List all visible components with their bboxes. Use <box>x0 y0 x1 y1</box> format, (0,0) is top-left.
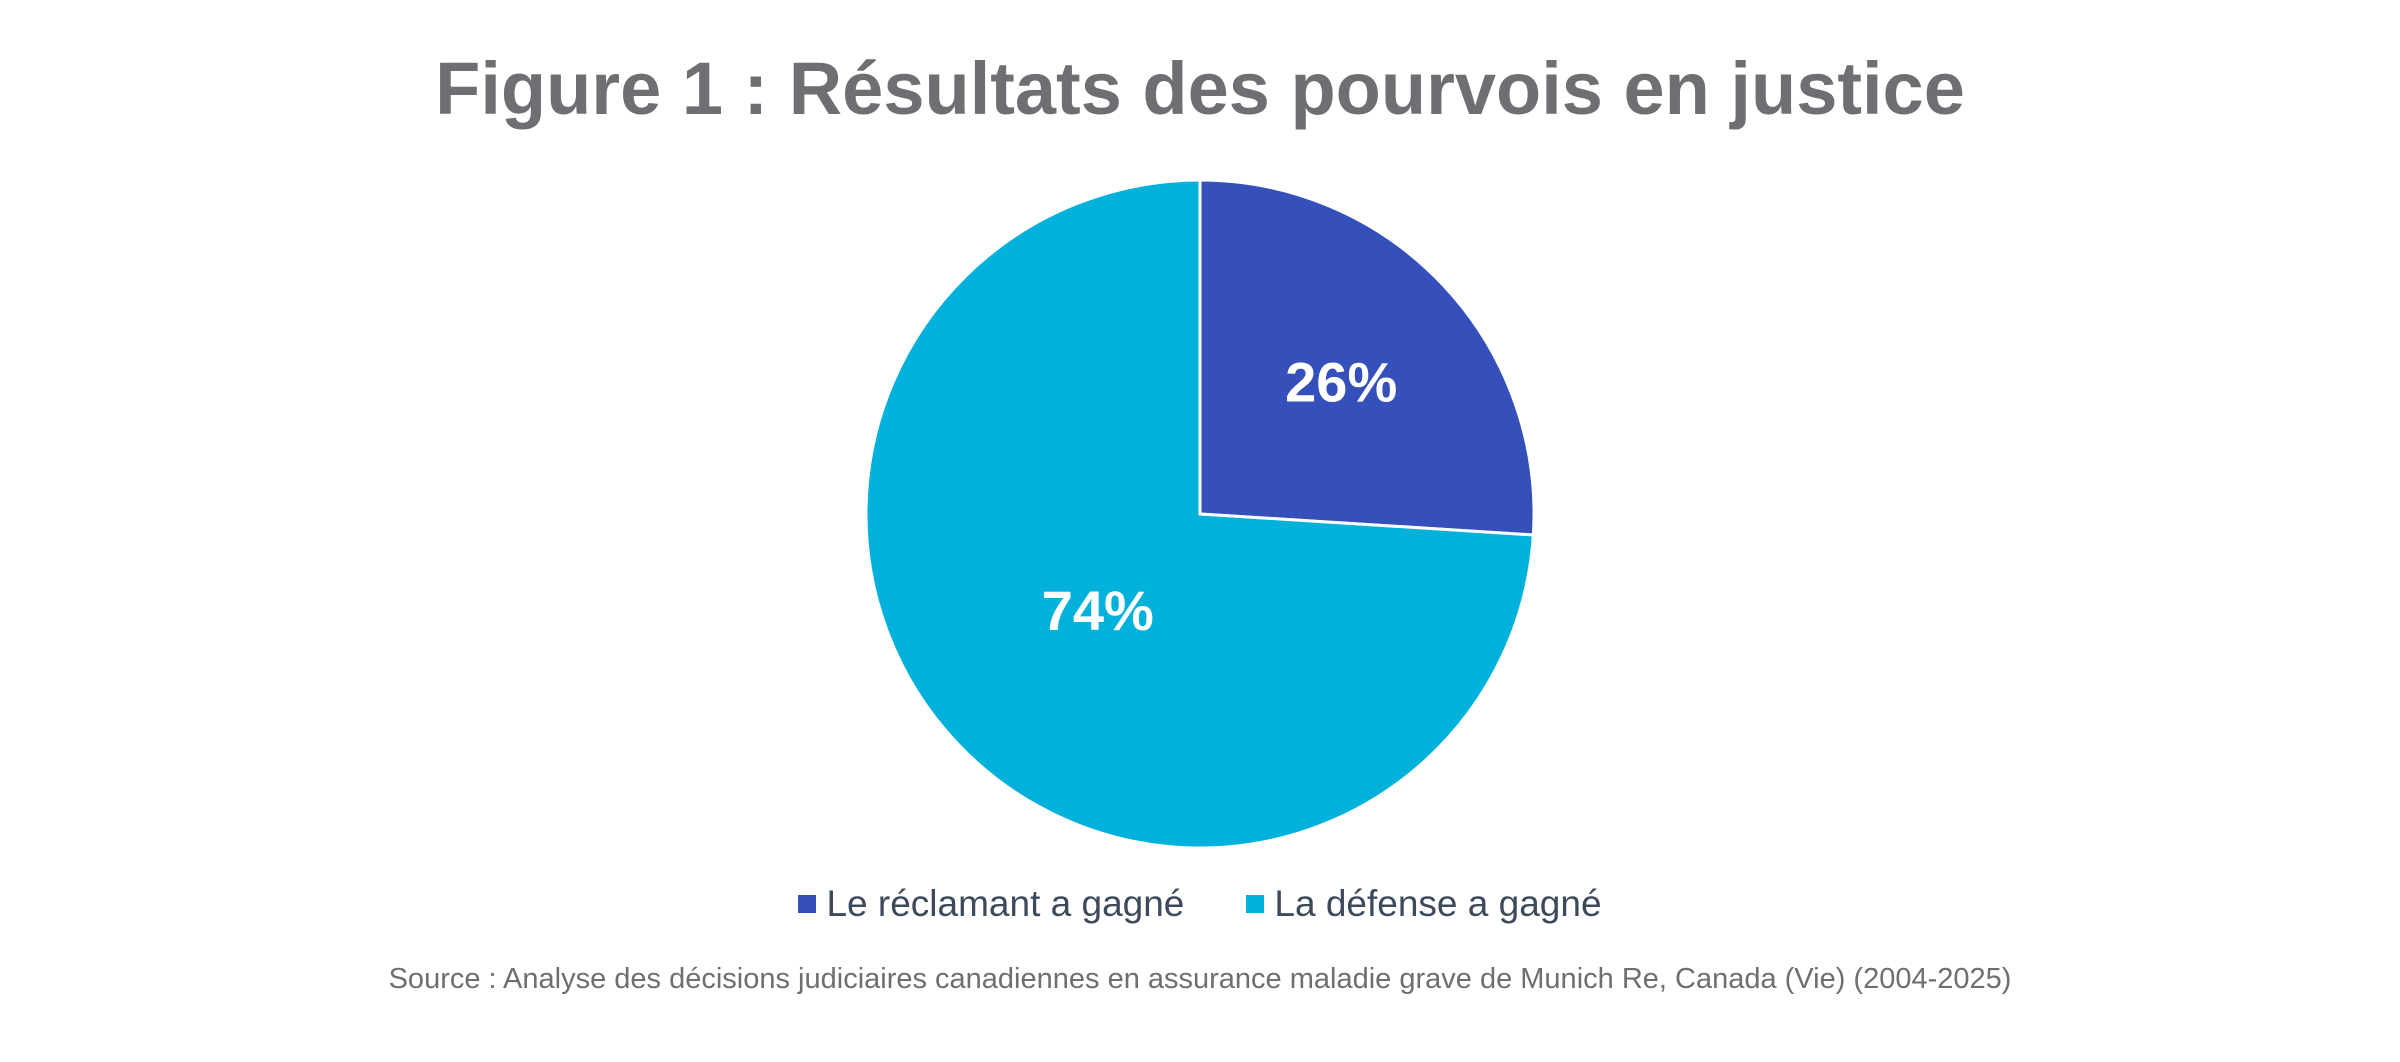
data-label: 26% <box>1285 350 1397 413</box>
pie-slice-0 <box>1198 178 1536 537</box>
legend-label: La défense a gagné <box>1274 883 1602 924</box>
legend-label: Le réclamant a gagné <box>826 883 1185 924</box>
legend: Le réclamant a gagné La défense a gagné <box>0 883 2400 925</box>
legend-swatch <box>1246 895 1265 913</box>
chart-title: Figure 1 : Résultats des pourvois en jus… <box>435 47 1965 130</box>
legend-swatch <box>798 895 817 913</box>
legend-item-defense: La défense a gagné <box>1246 883 1602 925</box>
source-note: Source : Analyse des décisions judiciair… <box>388 963 2012 995</box>
data-label: 74% <box>1042 579 1154 642</box>
legend-item-claimant: Le réclamant a gagné <box>798 883 1184 925</box>
pie-slice-1 <box>864 178 1535 850</box>
